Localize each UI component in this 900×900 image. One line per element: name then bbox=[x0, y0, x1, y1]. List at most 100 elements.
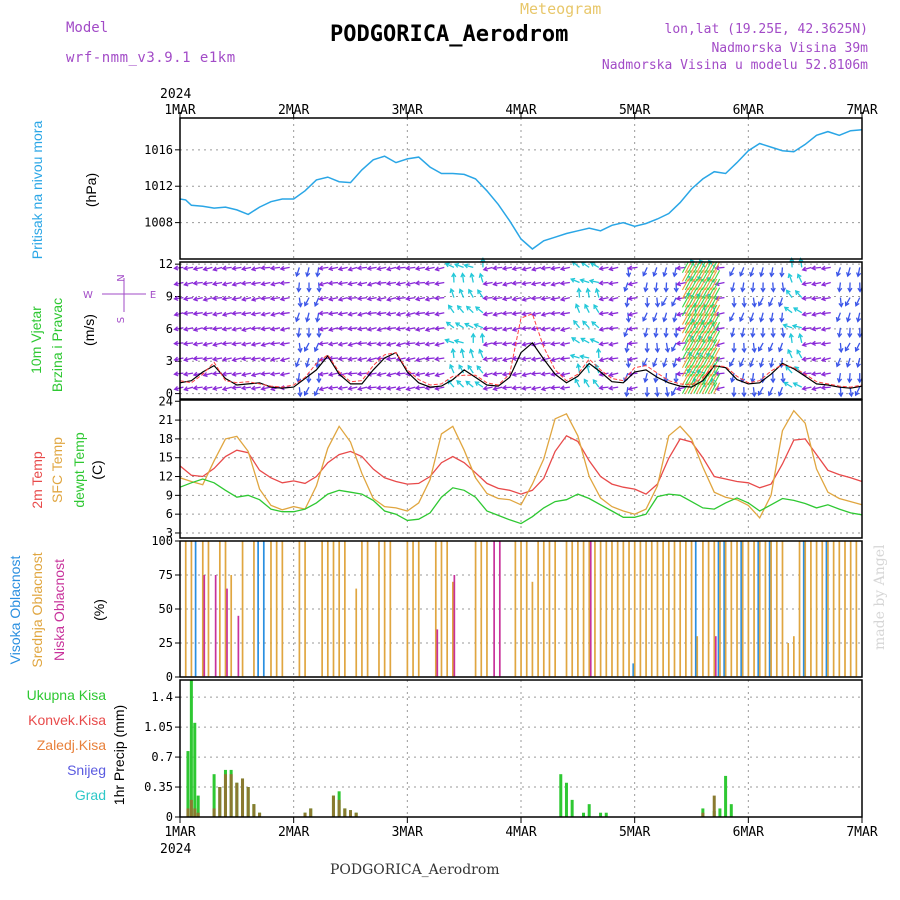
wind-arrow bbox=[348, 386, 358, 390]
wind-arrowhead bbox=[673, 333, 679, 339]
wind-arrowhead bbox=[810, 295, 817, 302]
wind-arrowhead bbox=[838, 347, 844, 354]
wind-arrow bbox=[642, 267, 648, 276]
wind-arrowhead bbox=[202, 372, 208, 378]
wind-arrow bbox=[377, 327, 387, 331]
wind-arrow bbox=[251, 296, 261, 301]
storm-wind-arrow bbox=[698, 330, 706, 343]
wind-arrowhead bbox=[250, 356, 256, 362]
storm-wind-arrow bbox=[690, 313, 698, 325]
wind-arrow bbox=[467, 365, 474, 374]
storm-wind-arrow bbox=[696, 356, 704, 368]
ytick-label-clouds: 0 bbox=[166, 670, 173, 684]
wind-arrowhead bbox=[777, 347, 783, 353]
storm-wind-arrow bbox=[704, 330, 712, 343]
wind-arrowhead bbox=[847, 287, 853, 293]
cloud-mid-bar bbox=[599, 541, 602, 677]
dewpt-ylabel: dewpt Temp bbox=[71, 432, 87, 507]
wind-arrowhead bbox=[530, 295, 536, 301]
wind-arrowhead bbox=[192, 355, 198, 362]
wind-arrowhead bbox=[395, 342, 402, 348]
wind-arrow bbox=[847, 267, 851, 277]
wind-arrow bbox=[493, 386, 503, 390]
wind-arrowhead bbox=[385, 325, 391, 332]
storm-wind-arrow bbox=[701, 304, 709, 317]
storm-wind-arrow bbox=[693, 296, 701, 308]
storm-wind-arrow bbox=[704, 373, 712, 386]
storm-wind-arrow bbox=[696, 287, 704, 299]
ytick-label-clouds: 100 bbox=[151, 534, 173, 548]
wind-arrow bbox=[855, 342, 861, 352]
wind-arrow bbox=[338, 281, 348, 285]
wind-arrow bbox=[644, 282, 648, 292]
wind-arrow bbox=[676, 296, 686, 300]
wind-arrow bbox=[396, 386, 406, 390]
wind-arrow bbox=[184, 357, 194, 361]
wind-arrowhead bbox=[672, 272, 678, 278]
cloud-mid-bar bbox=[764, 541, 767, 677]
cloud-mid-bar bbox=[616, 541, 619, 677]
storm-wind-arrow bbox=[687, 330, 695, 343]
wind-arrowhead bbox=[579, 354, 585, 360]
wind-arrowhead bbox=[202, 385, 208, 391]
wind-arrow bbox=[297, 373, 300, 383]
cloud-low-bar bbox=[436, 629, 439, 677]
wind-arrow bbox=[770, 312, 774, 322]
wind-arrow bbox=[304, 386, 310, 396]
wind-arrowhead bbox=[791, 323, 798, 329]
wind-arrowhead bbox=[231, 385, 237, 391]
wind-arrowhead bbox=[395, 326, 401, 332]
wind-arrow bbox=[406, 312, 416, 316]
wind-arrowhead bbox=[482, 295, 488, 301]
wind-arrow bbox=[328, 386, 339, 389]
storm-wind-arrow bbox=[698, 347, 706, 360]
wind-arrowhead bbox=[598, 326, 604, 332]
ytick-label-clouds: 50 bbox=[159, 602, 173, 616]
wind-arrowhead bbox=[376, 265, 382, 272]
wind-arrowhead bbox=[531, 266, 537, 272]
wind-arrowhead bbox=[250, 266, 256, 272]
cloud-mid-bar bbox=[344, 541, 346, 677]
wind-arrow bbox=[193, 327, 203, 331]
wind-arrowhead bbox=[501, 357, 508, 363]
wind-arrow bbox=[551, 372, 561, 376]
precip-total-bar bbox=[599, 812, 603, 817]
wind-arrowhead bbox=[848, 392, 854, 398]
wind-arrow bbox=[367, 312, 377, 315]
storm-wind-arrow bbox=[681, 296, 689, 308]
wind-arrow bbox=[793, 382, 803, 388]
wind-arrow bbox=[628, 312, 638, 316]
panel-frame-precip bbox=[179, 679, 863, 818]
wind-arrow bbox=[571, 337, 580, 344]
wind-arrow bbox=[599, 281, 609, 284]
wind-arrow bbox=[590, 338, 600, 344]
wind-arrow bbox=[838, 373, 842, 383]
precip-axis-label: 1hr Precip (mm) bbox=[111, 705, 127, 805]
wind-arrowhead bbox=[316, 332, 322, 339]
cloud-mid-bar bbox=[230, 575, 233, 677]
wind-arrow bbox=[193, 386, 203, 389]
wind-arrow bbox=[781, 327, 785, 337]
wind-arrowhead bbox=[211, 281, 218, 287]
wind-arrowhead bbox=[337, 325, 343, 331]
wind-arrowhead bbox=[306, 287, 312, 293]
wind-arrow bbox=[768, 297, 774, 307]
wind-arrow bbox=[624, 327, 629, 337]
wind-arrow bbox=[184, 342, 194, 345]
wind-arrow bbox=[483, 327, 493, 330]
wind-arrowhead bbox=[337, 296, 343, 302]
wind-arrow bbox=[671, 386, 677, 396]
cloud-mid-bar bbox=[730, 541, 733, 677]
wind-arrow bbox=[812, 312, 822, 316]
wind-arrow bbox=[280, 342, 290, 345]
cloud-mid-bar bbox=[798, 541, 801, 677]
wind-arrow bbox=[435, 386, 445, 390]
storm-wind-arrow bbox=[701, 365, 709, 377]
wind-arrowhead bbox=[202, 311, 208, 317]
wind-arrowhead bbox=[202, 280, 208, 287]
wind-arrow bbox=[855, 297, 861, 307]
wind-arrowhead bbox=[608, 341, 614, 347]
wind-arrow bbox=[676, 357, 686, 361]
wind-arrow bbox=[812, 296, 822, 300]
storm-wind-arrow bbox=[687, 313, 695, 325]
